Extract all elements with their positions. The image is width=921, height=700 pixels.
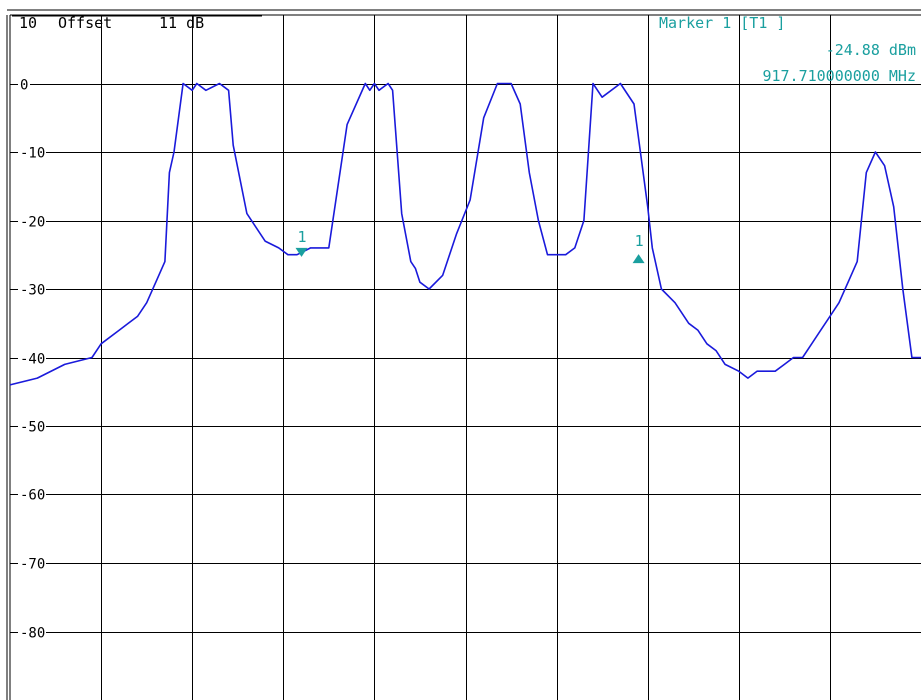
tick-label-bg [18, 417, 46, 434]
tick-label-bg [18, 554, 46, 571]
y-tick-labels: 0 -10 -20 -30 -40 -50 -60 -70 -80 [18, 75, 46, 642]
marker-label: 1 [635, 232, 644, 250]
y-tick-label: -50 [20, 420, 45, 436]
ref-level-label: 10 [19, 14, 37, 32]
tick-label-bg [18, 280, 46, 297]
marker-level: -24.88 dBm [826, 41, 916, 59]
y-tick-label: -70 [20, 557, 45, 573]
grid [6, 9, 921, 700]
y-tick-label: -80 [20, 626, 45, 642]
y-tick-label: 0 [20, 78, 28, 94]
offset-value: 11 dB [159, 14, 204, 32]
tick-label-bg [18, 212, 46, 229]
tick-label-bg [18, 143, 46, 160]
y-tick-label: -20 [20, 215, 45, 231]
marker-title: Marker 1 [T1 ] [659, 14, 785, 32]
marker-frequency: 917.710000000 MHz [762, 67, 916, 85]
marker-label: 1 [298, 228, 307, 246]
marker-triangle [295, 247, 308, 257]
marker-triangle [632, 254, 645, 264]
y-tick-label: -40 [20, 352, 45, 368]
spectrum-trace [9, 82, 921, 386]
trace-layer [9, 82, 921, 386]
tick-label-bg [18, 349, 46, 366]
tick-label-bg [18, 485, 46, 502]
tick-label-bg [18, 623, 46, 640]
tick-label-bg [18, 75, 30, 92]
y-tick-label: -10 [20, 146, 45, 162]
y-tick-label: -60 [20, 488, 45, 504]
y-tick-label: -30 [20, 283, 45, 299]
offset-label: Offset [58, 14, 112, 32]
